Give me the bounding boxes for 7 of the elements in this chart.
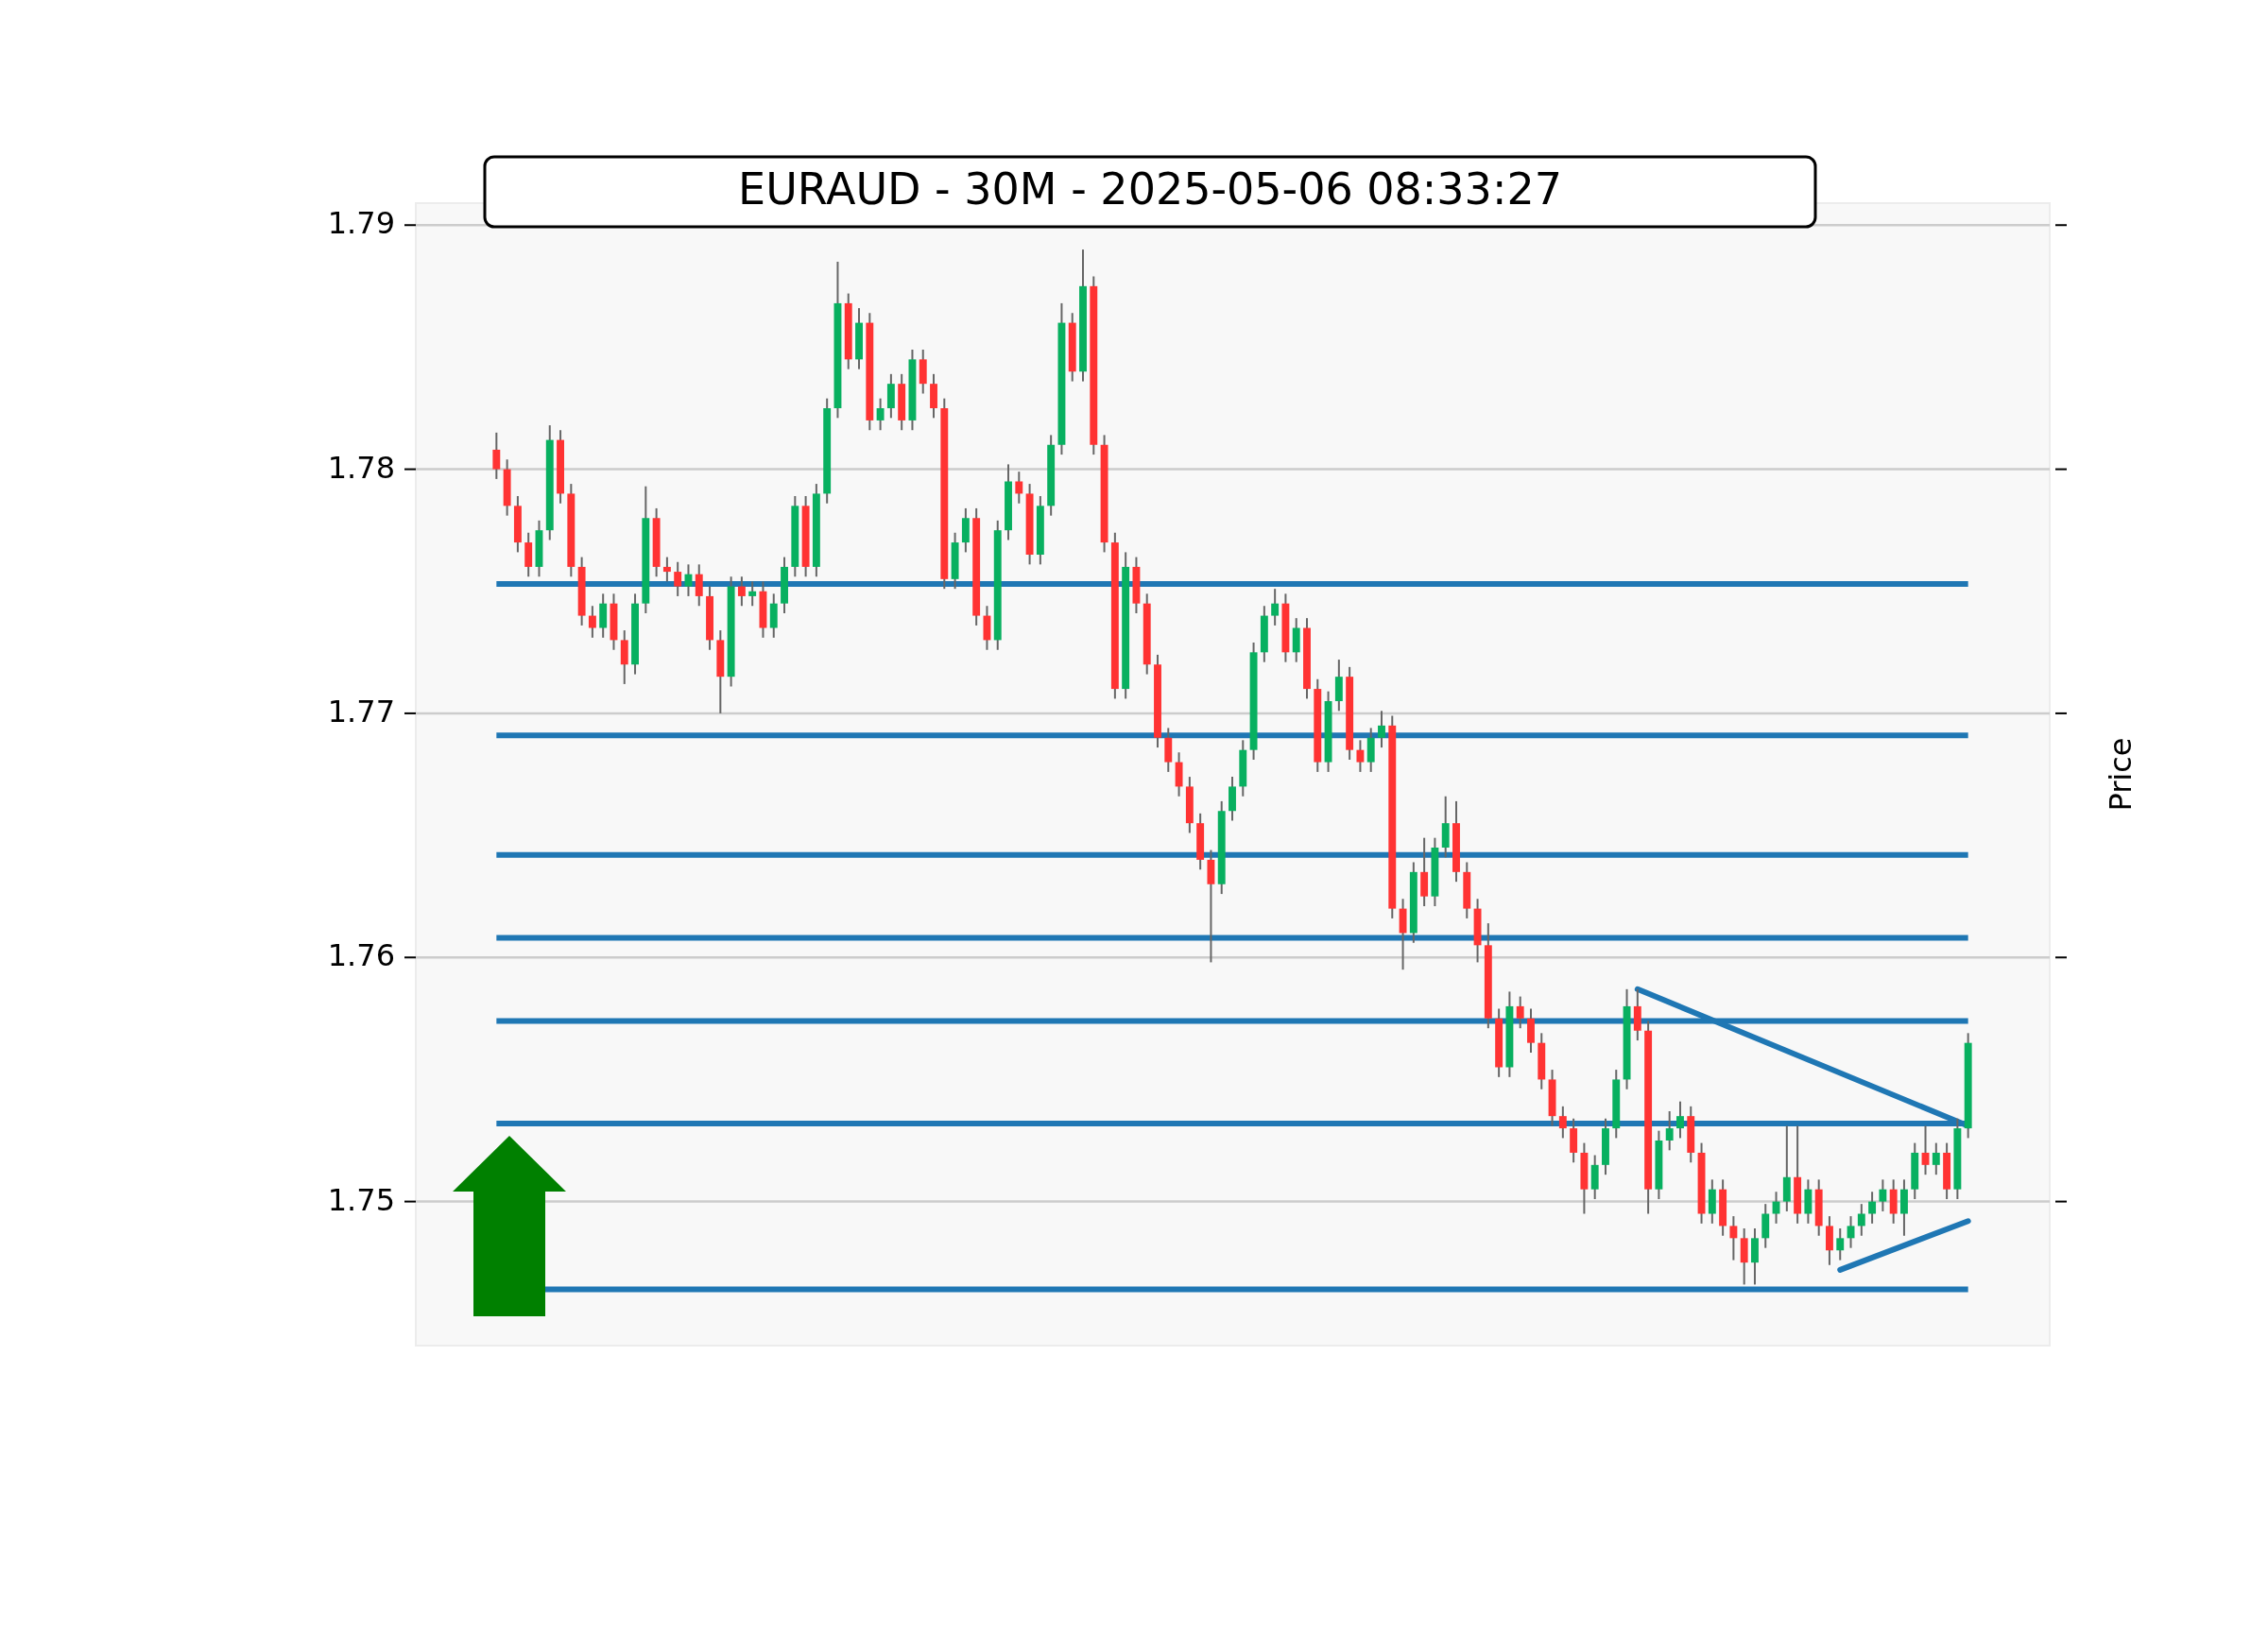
chart-title: EURAUD - 30M - 2025-05-06 08:33:27 [738, 163, 1562, 214]
y-axis-title: Price [2103, 737, 2139, 812]
y-tick-label: 1.79 [327, 205, 395, 242]
y-tick-label: 1.75 [327, 1181, 395, 1218]
y-tick-label: 1.76 [327, 937, 395, 974]
y-tick-label: 1.77 [327, 693, 395, 729]
y-tick-label: 1.78 [327, 449, 395, 486]
